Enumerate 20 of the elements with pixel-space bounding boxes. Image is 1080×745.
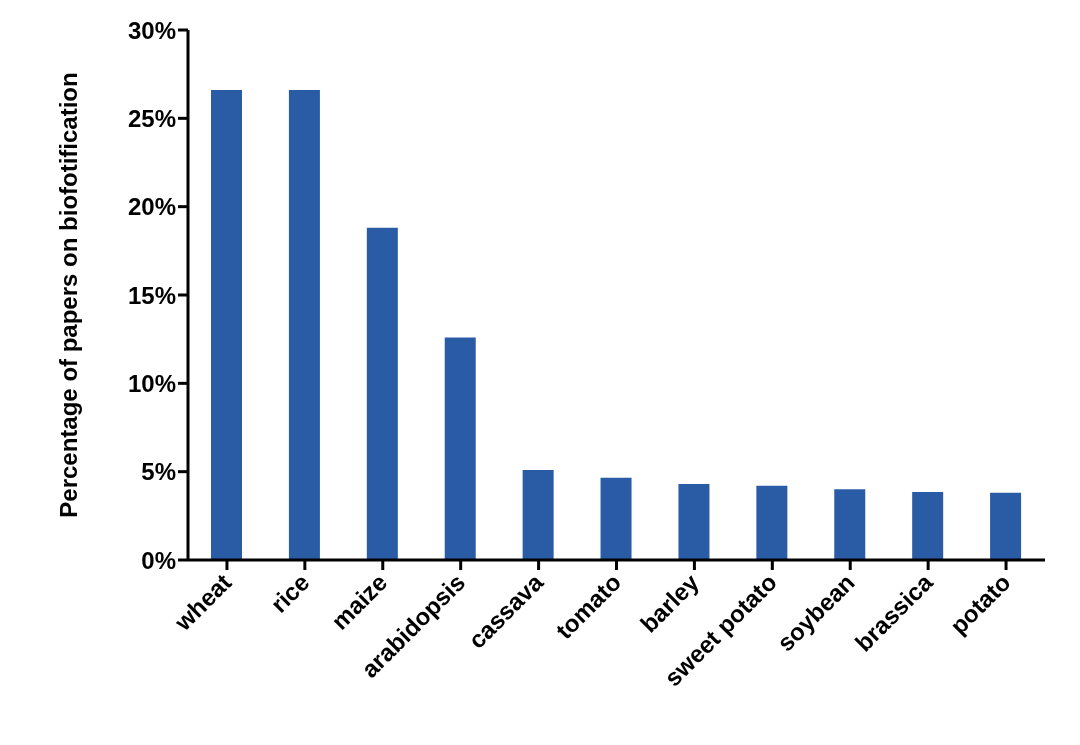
bar — [678, 484, 710, 560]
bar — [211, 90, 242, 560]
bar — [444, 337, 476, 560]
y-tick-label: 10% — [127, 369, 176, 397]
bar — [990, 492, 1022, 560]
bar — [756, 485, 788, 560]
y-axis-title: Percentage of papers on biofotification — [54, 72, 82, 518]
y-tick-label: 20% — [127, 193, 176, 221]
bar — [912, 491, 944, 560]
bar — [600, 477, 632, 560]
y-tick-label: 5% — [141, 458, 176, 486]
bar — [288, 90, 320, 560]
x-tick-label: rice — [265, 568, 315, 618]
bar — [522, 469, 554, 560]
y-tick-label: 25% — [127, 104, 176, 132]
y-tick-label: 30% — [127, 16, 176, 44]
bar — [834, 489, 866, 560]
y-tick-label: 15% — [127, 281, 176, 309]
y-tick-label: 0% — [141, 546, 176, 574]
bar — [366, 227, 398, 560]
